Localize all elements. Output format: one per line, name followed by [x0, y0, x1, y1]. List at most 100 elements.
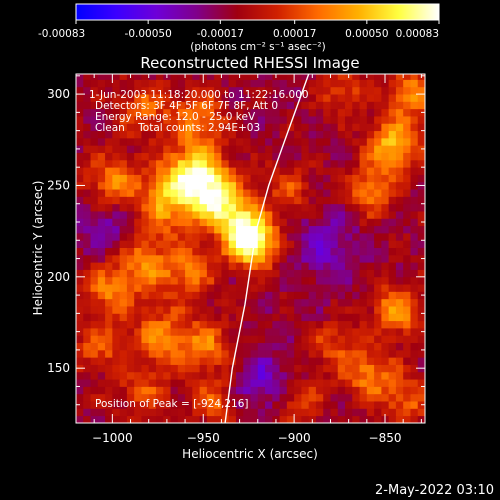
heatmap-cell — [177, 415, 186, 423]
heatmap-cell — [381, 145, 390, 153]
heatmap-cell — [403, 240, 411, 248]
heatmap-cell — [141, 203, 150, 212]
heatmap-cell — [76, 196, 84, 205]
heatmap-cell — [345, 298, 353, 307]
heatmap-cell — [185, 415, 193, 423]
heatmap-cell — [185, 342, 193, 351]
heatmap-cell — [323, 101, 331, 110]
heatmap-cell — [206, 284, 215, 292]
heatmap-cell — [345, 291, 353, 300]
heatmap-cell — [163, 130, 171, 139]
heatmap-cell — [359, 298, 368, 307]
heatmap-cell — [170, 335, 179, 343]
heatmap-cell — [294, 225, 302, 234]
heatmap-cell — [265, 371, 273, 380]
heatmap-cell — [228, 306, 237, 314]
heatmap-cell — [265, 218, 273, 227]
heatmap-cell — [388, 116, 397, 124]
heatmap-cell — [177, 327, 186, 336]
heatmap-cell — [395, 379, 404, 387]
heatmap-cell — [228, 291, 237, 300]
heatmap-cell — [97, 181, 106, 190]
heatmap-cell — [345, 320, 353, 329]
heatmap-cell — [381, 342, 390, 351]
heatmap-cell — [148, 379, 157, 387]
heatmap-cell — [148, 254, 157, 263]
heatmap-cell — [250, 218, 259, 227]
heatmap-cell — [308, 320, 317, 329]
heatmap-cell — [192, 364, 200, 373]
heatmap-cell — [185, 159, 193, 168]
heatmap-cell — [301, 86, 310, 95]
heatmap-cell — [235, 167, 244, 175]
heatmap-cell — [214, 349, 222, 358]
heatmap-cell — [301, 393, 310, 402]
heatmap-cell — [126, 357, 135, 365]
heatmap-cell — [235, 342, 244, 351]
heatmap-cell — [243, 232, 251, 241]
heatmap-cell — [301, 306, 310, 314]
heatmap-cell — [345, 181, 353, 190]
heatmap-cell — [177, 320, 186, 329]
heatmap-cell — [315, 357, 324, 365]
heatmap-cell — [352, 379, 360, 387]
heatmap-cell — [83, 357, 91, 365]
heatmap-cell — [330, 379, 339, 387]
heatmap-cell — [214, 225, 222, 234]
heatmap-cell — [381, 269, 390, 278]
heatmap-cell — [330, 101, 339, 110]
heatmap-cell — [301, 371, 310, 380]
heatmap-cell — [286, 86, 295, 95]
heatmap-cell — [148, 335, 157, 343]
heatmap-cell — [221, 357, 230, 365]
heatmap-cell — [395, 196, 404, 205]
heatmap-cell — [265, 94, 273, 102]
heatmap-cell — [192, 298, 200, 307]
heatmap-cell — [148, 203, 157, 212]
heatmap-cell — [257, 393, 266, 402]
heatmap-cell — [155, 408, 164, 417]
heatmap-cell — [119, 137, 128, 146]
heatmap-cell — [265, 240, 273, 248]
heatmap-cell — [315, 211, 324, 219]
heatmap-cell — [214, 74, 222, 80]
heatmap-cell — [148, 211, 157, 219]
heatmap-cell — [119, 262, 128, 270]
plot-frame — [75, 73, 426, 424]
heatmap-cell — [83, 218, 91, 227]
heatmap-cell — [403, 108, 411, 117]
heatmap-cell — [192, 203, 200, 212]
heatmap-cell — [192, 262, 200, 270]
heatmap-cell — [177, 94, 186, 102]
heatmap-cell — [163, 152, 171, 161]
heatmap-cell — [330, 123, 339, 132]
heatmap-cell — [206, 276, 215, 285]
heatmap-cell — [374, 137, 382, 146]
heatmap-cell — [119, 123, 128, 132]
heatmap-cell — [126, 349, 135, 358]
heatmap-cell — [155, 211, 164, 219]
heatmap-cell — [97, 225, 106, 234]
heatmap-cell — [192, 349, 200, 358]
colorbar-tick-label: 0.00083 — [396, 28, 439, 40]
heatmap-cell — [199, 225, 208, 234]
heatmap-cell — [250, 211, 259, 219]
heatmap-cell — [112, 357, 121, 365]
heatmap-cell — [221, 393, 230, 402]
heatmap-cell — [243, 123, 251, 132]
heatmap-cell — [192, 232, 200, 241]
heatmap-cell — [359, 386, 368, 395]
heatmap-cell — [359, 74, 368, 80]
heatmap-cell — [315, 196, 324, 205]
heatmap-cell — [381, 101, 390, 110]
heatmap-cell — [337, 408, 346, 417]
heatmap-cell — [403, 393, 411, 402]
heatmap-cell — [83, 225, 91, 234]
heatmap-cell — [155, 94, 164, 102]
heatmap-cell — [119, 386, 128, 395]
heatmap-cell — [286, 240, 295, 248]
heatmap-cell — [359, 284, 368, 292]
heatmap-cell — [112, 306, 121, 314]
heatmap-cell — [155, 101, 164, 110]
heatmap-cell — [155, 386, 164, 395]
